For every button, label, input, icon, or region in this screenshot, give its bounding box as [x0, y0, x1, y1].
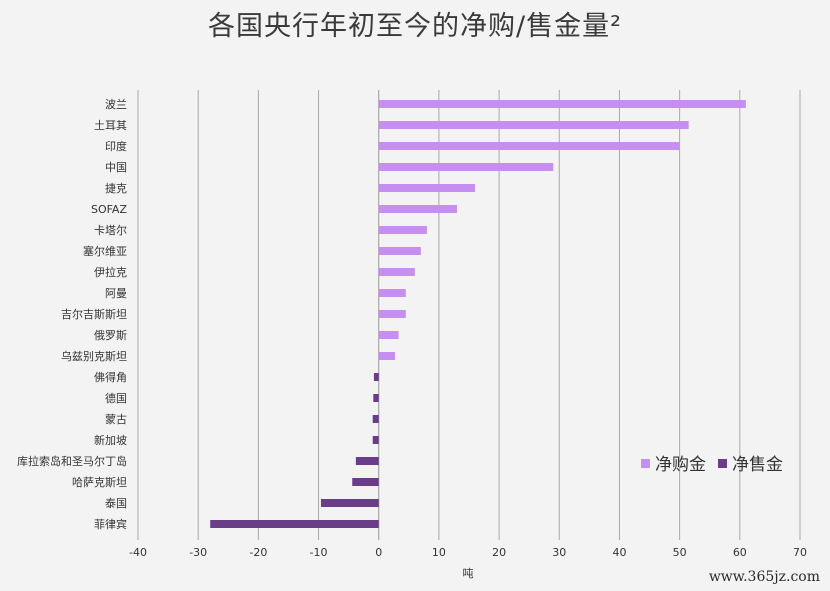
category-label: 佛得角	[94, 371, 127, 384]
category-label: 波兰	[105, 98, 127, 111]
watermark-url: www.365jz.com	[708, 569, 820, 585]
bars	[210, 100, 746, 528]
category-label: 库拉索岛和圣马尔丁岛	[17, 454, 127, 468]
bar	[378, 142, 680, 150]
category-label: 德国	[105, 391, 127, 405]
category-label: 塞尔维亚	[83, 244, 127, 258]
legend-label-net-sell: 净售金	[732, 455, 783, 475]
bar	[352, 478, 379, 486]
legend-label-net-buy: 净购金	[655, 455, 706, 475]
bar	[378, 205, 457, 213]
bar	[378, 289, 406, 297]
bar	[373, 394, 379, 402]
bar	[378, 163, 554, 171]
category-label: 阿曼	[105, 287, 127, 300]
x-tick-label: 50	[673, 546, 687, 559]
bar	[378, 352, 395, 360]
category-label: 哈萨克斯坦	[72, 475, 127, 489]
category-label: 新加坡	[94, 433, 127, 447]
bar	[378, 100, 746, 108]
category-label: 土耳其	[94, 119, 127, 132]
x-tick-label: 60	[733, 546, 747, 559]
category-label: 泰国	[105, 496, 127, 510]
x-tick-label: 10	[432, 546, 446, 559]
x-axis-ticks: -40 -30 -20 -10 0 10 20 30 40 50 60 70	[129, 546, 807, 559]
category-label: 蒙古	[105, 413, 127, 426]
category-label: 菲律宾	[94, 517, 127, 531]
legend-swatch-net-sell	[718, 459, 727, 468]
x-tick-label: -40	[129, 546, 147, 559]
chart-title: 各国央行年初至今的净购/售金量²	[208, 11, 622, 42]
category-label: 中国	[105, 161, 127, 174]
bar	[320, 499, 379, 507]
category-label: 吉尔吉斯斯坦	[61, 307, 127, 321]
x-tick-label: 0	[375, 546, 382, 559]
category-label: 乌兹别克斯坦	[61, 349, 127, 363]
bar	[378, 310, 406, 318]
bar	[378, 268, 415, 276]
x-tick-label: 20	[492, 546, 506, 559]
x-tick-label: -10	[310, 546, 328, 559]
bar	[372, 415, 379, 423]
category-label: SOFAZ	[91, 203, 127, 216]
category-label: 伊拉克	[94, 265, 127, 279]
bar	[378, 184, 476, 192]
category-label: 卡塔尔	[94, 224, 127, 237]
x-tick-label: 30	[552, 546, 566, 559]
grid-lines	[137, 90, 801, 540]
x-tick-label: 40	[612, 546, 626, 559]
bar	[355, 457, 379, 465]
bar	[372, 436, 379, 444]
legend: 净购金 净售金	[641, 455, 783, 475]
bar	[210, 520, 379, 528]
category-label: 捷克	[105, 181, 127, 195]
x-tick-label: -20	[249, 546, 267, 559]
x-axis-title: 吨	[463, 567, 474, 580]
bar	[373, 373, 379, 381]
category-label: 俄罗斯	[94, 329, 127, 342]
bar	[378, 121, 689, 129]
bar	[378, 331, 399, 339]
x-tick-label: -30	[189, 546, 207, 559]
category-label: 印度	[105, 139, 127, 153]
x-tick-label: 70	[793, 546, 807, 559]
bar	[378, 226, 427, 234]
bar	[378, 247, 421, 255]
legend-swatch-net-buy	[641, 459, 650, 468]
